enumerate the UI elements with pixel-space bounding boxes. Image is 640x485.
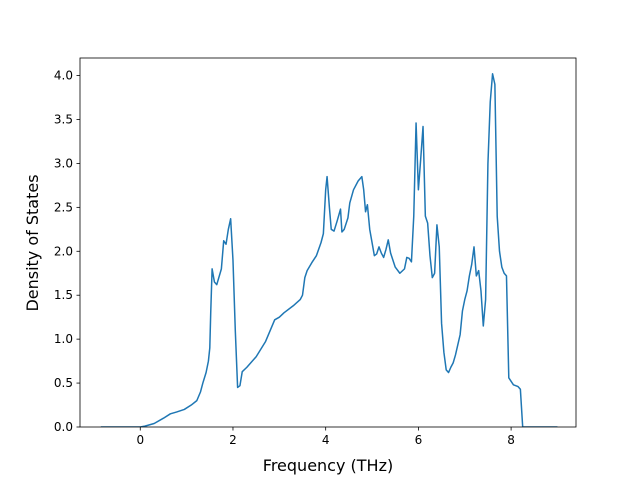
x-tick-label: 0 bbox=[136, 433, 144, 447]
y-tick-label: 0.5 bbox=[54, 376, 73, 390]
x-axis-label: Frequency (THz) bbox=[263, 456, 393, 475]
y-tick-label: 4.0 bbox=[54, 69, 73, 83]
axis-ticks: 0 2 4 6 8 0.0 0.5 1.0 1.5 2.0 2.5 3.0 3.5 4.0 bbox=[54, 69, 515, 447]
y-tick-label: 2.0 bbox=[54, 244, 73, 258]
y-tick-label: 1.5 bbox=[54, 288, 73, 302]
dos-series-line-0 bbox=[100, 73, 558, 427]
plot-frame bbox=[79, 57, 577, 428]
plot-area bbox=[79, 57, 577, 428]
x-tick-label: 6 bbox=[415, 433, 423, 447]
x-tick-label: 2 bbox=[229, 433, 237, 447]
x-tick-label: 4 bbox=[322, 433, 330, 447]
y-tick-label: 1.0 bbox=[54, 332, 73, 346]
y-tick-label: 0.0 bbox=[54, 420, 73, 434]
y-tick-label: 3.0 bbox=[54, 156, 73, 170]
y-tick-label: 2.5 bbox=[54, 200, 73, 214]
y-tick-label: 3.5 bbox=[54, 113, 73, 127]
x-tick-label: 8 bbox=[507, 433, 515, 447]
y-axis-label: Density of States bbox=[23, 174, 42, 311]
